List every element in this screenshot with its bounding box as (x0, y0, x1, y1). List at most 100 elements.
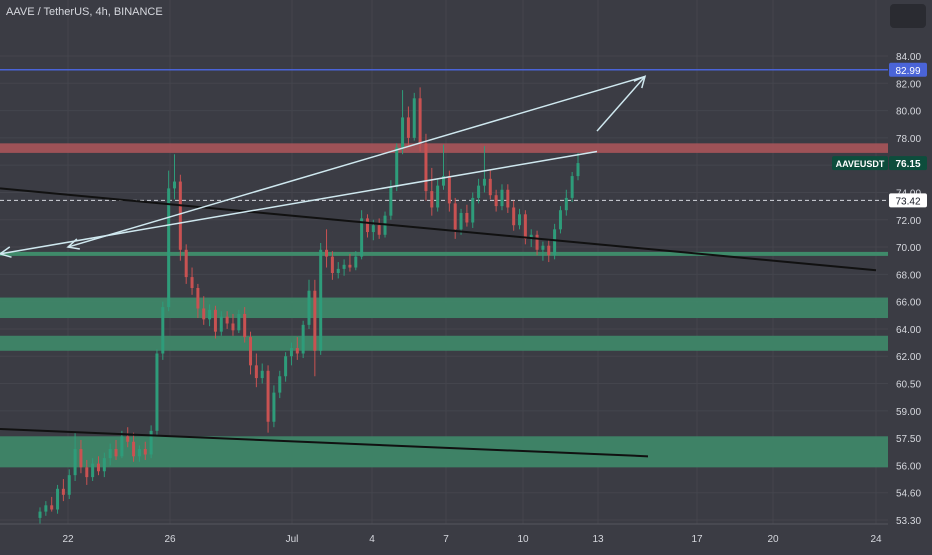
drawings (0, 75, 877, 458)
crosshair-price-tag (889, 193, 927, 208)
candle-body (56, 488, 60, 510)
time-axis: 22 26 Jul 4 7 10 13 17 20 24 (0, 523, 888, 545)
candle-body (512, 207, 516, 226)
candle-body (260, 370, 264, 379)
candle-body (523, 214, 527, 239)
candle-body (149, 430, 153, 455)
time-tick-label: 22 (62, 534, 74, 545)
candle-body (208, 309, 212, 320)
candle-body (44, 505, 48, 512)
candle-body (272, 392, 276, 422)
price-tick-label: 72.00 (896, 216, 921, 227)
candle-body (243, 313, 247, 338)
candle-body (213, 309, 217, 332)
price-tick-label: 84.00 (896, 52, 921, 63)
time-tick-label: 7 (443, 534, 449, 545)
price-tick-label: 64.00 (896, 325, 921, 336)
candle-body (91, 463, 95, 478)
symbol-title: AAVE / TetherUS, 4h, BINANCE (6, 6, 163, 18)
candle-body (354, 256, 358, 268)
candle-body (325, 249, 329, 257)
candle-body (67, 475, 71, 495)
candle-body (547, 245, 551, 256)
candles (38, 87, 580, 525)
candle-body (284, 356, 288, 377)
candle-body (395, 147, 399, 188)
price-axis: 84.0082.0080.0078.0076.0074.0072.0070.00… (888, 0, 932, 550)
candle-body (365, 218, 369, 233)
candle-body (114, 449, 118, 457)
candle-body (73, 449, 77, 476)
candle-body (167, 188, 171, 308)
candle-body (178, 181, 182, 250)
arrow-head (0, 246, 12, 258)
candle-body (500, 189, 504, 207)
candle-body (108, 449, 112, 459)
time-tick-label: Jul (286, 534, 299, 545)
candle-body (278, 376, 282, 393)
price-tick-label: 57.50 (896, 434, 921, 445)
time-tick-label: 24 (870, 534, 882, 545)
candle-body (155, 353, 159, 431)
candle-body (436, 185, 440, 208)
candle-body (85, 467, 89, 478)
crosshair-price-text: 73.42 (895, 196, 920, 207)
candle-body (459, 212, 463, 230)
price-tick-label: 62.00 (896, 352, 921, 363)
candle-body (442, 176, 445, 186)
level-price-tag (889, 62, 927, 77)
price-zones (0, 143, 888, 468)
candle-body (406, 117, 410, 138)
candle-body (412, 98, 416, 138)
projection-arrow (0, 150, 598, 255)
symbol-tag-text: AAVEUSDT (836, 159, 885, 169)
last-price-text: 76.15 (895, 159, 920, 170)
candle-body (313, 290, 317, 351)
candle-body (266, 370, 270, 422)
candle-body (430, 191, 434, 208)
candle-body (61, 488, 65, 495)
candle-body (137, 449, 141, 457)
candle-body (447, 176, 451, 204)
candle-body (564, 197, 568, 211)
candle-body (471, 197, 475, 223)
candle-body (576, 163, 580, 177)
candle-body (389, 187, 393, 216)
candle-body (38, 511, 42, 518)
price-tick-label: 66.00 (896, 298, 921, 309)
candle-body (307, 290, 311, 325)
last-price-tag (889, 156, 927, 171)
candle-body (319, 249, 323, 351)
candle-body (518, 214, 522, 226)
trendline (0, 187, 877, 272)
candle-body (558, 210, 562, 230)
candle-body (465, 212, 469, 223)
candle-body (79, 449, 83, 468)
candle-body (202, 308, 206, 320)
candle-body (477, 185, 481, 198)
candle-body (184, 249, 188, 278)
candle-body (225, 316, 229, 324)
candle-body (348, 264, 352, 268)
candle-body (506, 189, 510, 208)
price-axis-bg (888, 0, 932, 550)
demand-zone (0, 436, 888, 468)
price-tick-label: 56.00 (896, 461, 921, 472)
candle-body (219, 316, 223, 332)
candle-body (377, 225, 381, 235)
candle-body (196, 288, 200, 309)
chart-settings-button[interactable] (890, 4, 926, 28)
price-tick-label: 54.60 (896, 489, 921, 500)
candle-body (330, 256, 334, 273)
candle-body (173, 181, 176, 189)
candle-body (237, 313, 241, 331)
candle-body (570, 176, 574, 198)
candle-body (126, 436, 130, 442)
trendline (0, 428, 649, 458)
candle-body (295, 348, 299, 354)
candle-body (289, 348, 293, 357)
time-tick-label: 17 (691, 534, 703, 545)
price-tick-label: 82.00 (896, 79, 921, 90)
